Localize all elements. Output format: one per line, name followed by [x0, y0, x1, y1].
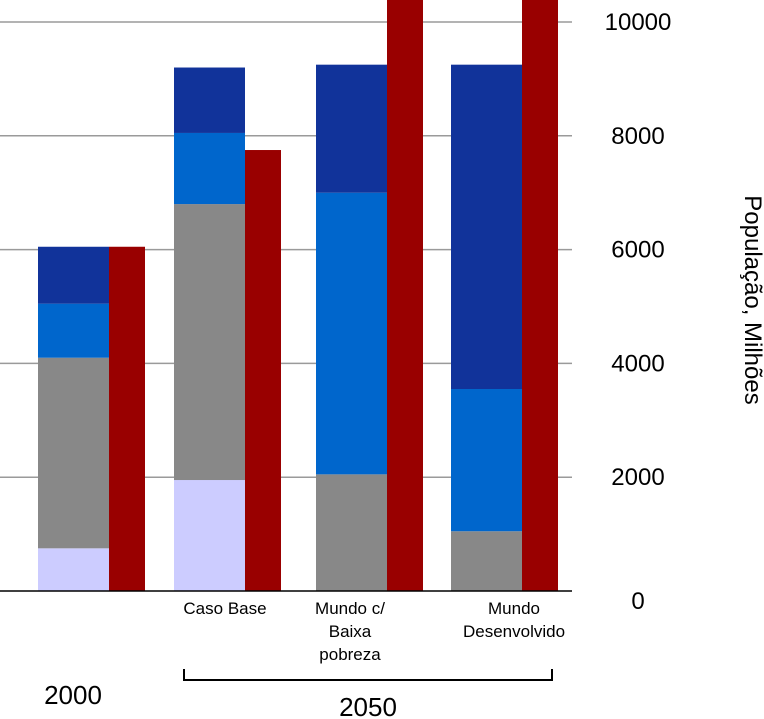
- group-label-2000: 2000: [44, 680, 102, 710]
- bar-segment-3-1: [451, 531, 522, 591]
- category-label-1: Caso Base: [183, 599, 266, 618]
- bar-segment-2-1: [316, 474, 387, 591]
- group-bracket-2050: [183, 669, 553, 681]
- bar-segment-1-3: [174, 67, 245, 133]
- secondary-bar-2: [387, 0, 423, 591]
- y-tick-label-0: 0: [631, 588, 644, 615]
- category-label-2: Mundo c/Baixa pobreza: [315, 599, 385, 664]
- secondary-bar-0: [109, 246, 145, 591]
- secondary-bar-3: [522, 0, 558, 591]
- group-label-2050: 2050: [339, 692, 397, 719]
- bar-segment-0-2: [38, 303, 109, 358]
- y-tick-label-4000: 4000: [611, 350, 664, 377]
- category-labels: Caso Base Mundo c/Baixa pobreza Mundo Desenv…: [183, 599, 565, 664]
- bar-segment-2-3: [316, 64, 387, 193]
- bar-segment-1-0: [174, 480, 245, 591]
- bar-segment-0-0: [38, 548, 109, 591]
- bar-segment-0-3: [38, 246, 109, 304]
- y-axis-title: População, Milhões: [739, 195, 764, 404]
- bar-segment-1-1: [174, 204, 245, 481]
- bar-segment-0-1: [38, 357, 109, 549]
- bar-segment-3-2: [451, 389, 522, 532]
- secondary-bar-1: [245, 150, 281, 591]
- y-tick-label-10000: 10000: [605, 9, 672, 36]
- y-tick-label-2000: 2000: [611, 464, 664, 491]
- y-tick-label-8000: 8000: [611, 123, 664, 150]
- bar-segment-1-2: [174, 132, 245, 205]
- bars: [38, 0, 558, 591]
- bar-segment-2-2: [316, 192, 387, 475]
- y-tick-labels: 0 2000 4000 6000 8000 10000: [605, 9, 672, 615]
- bar-segment-3-3: [451, 64, 522, 390]
- y-tick-label-6000: 6000: [611, 237, 664, 264]
- category-label-3: Mundo Desenvolvido: [463, 599, 565, 641]
